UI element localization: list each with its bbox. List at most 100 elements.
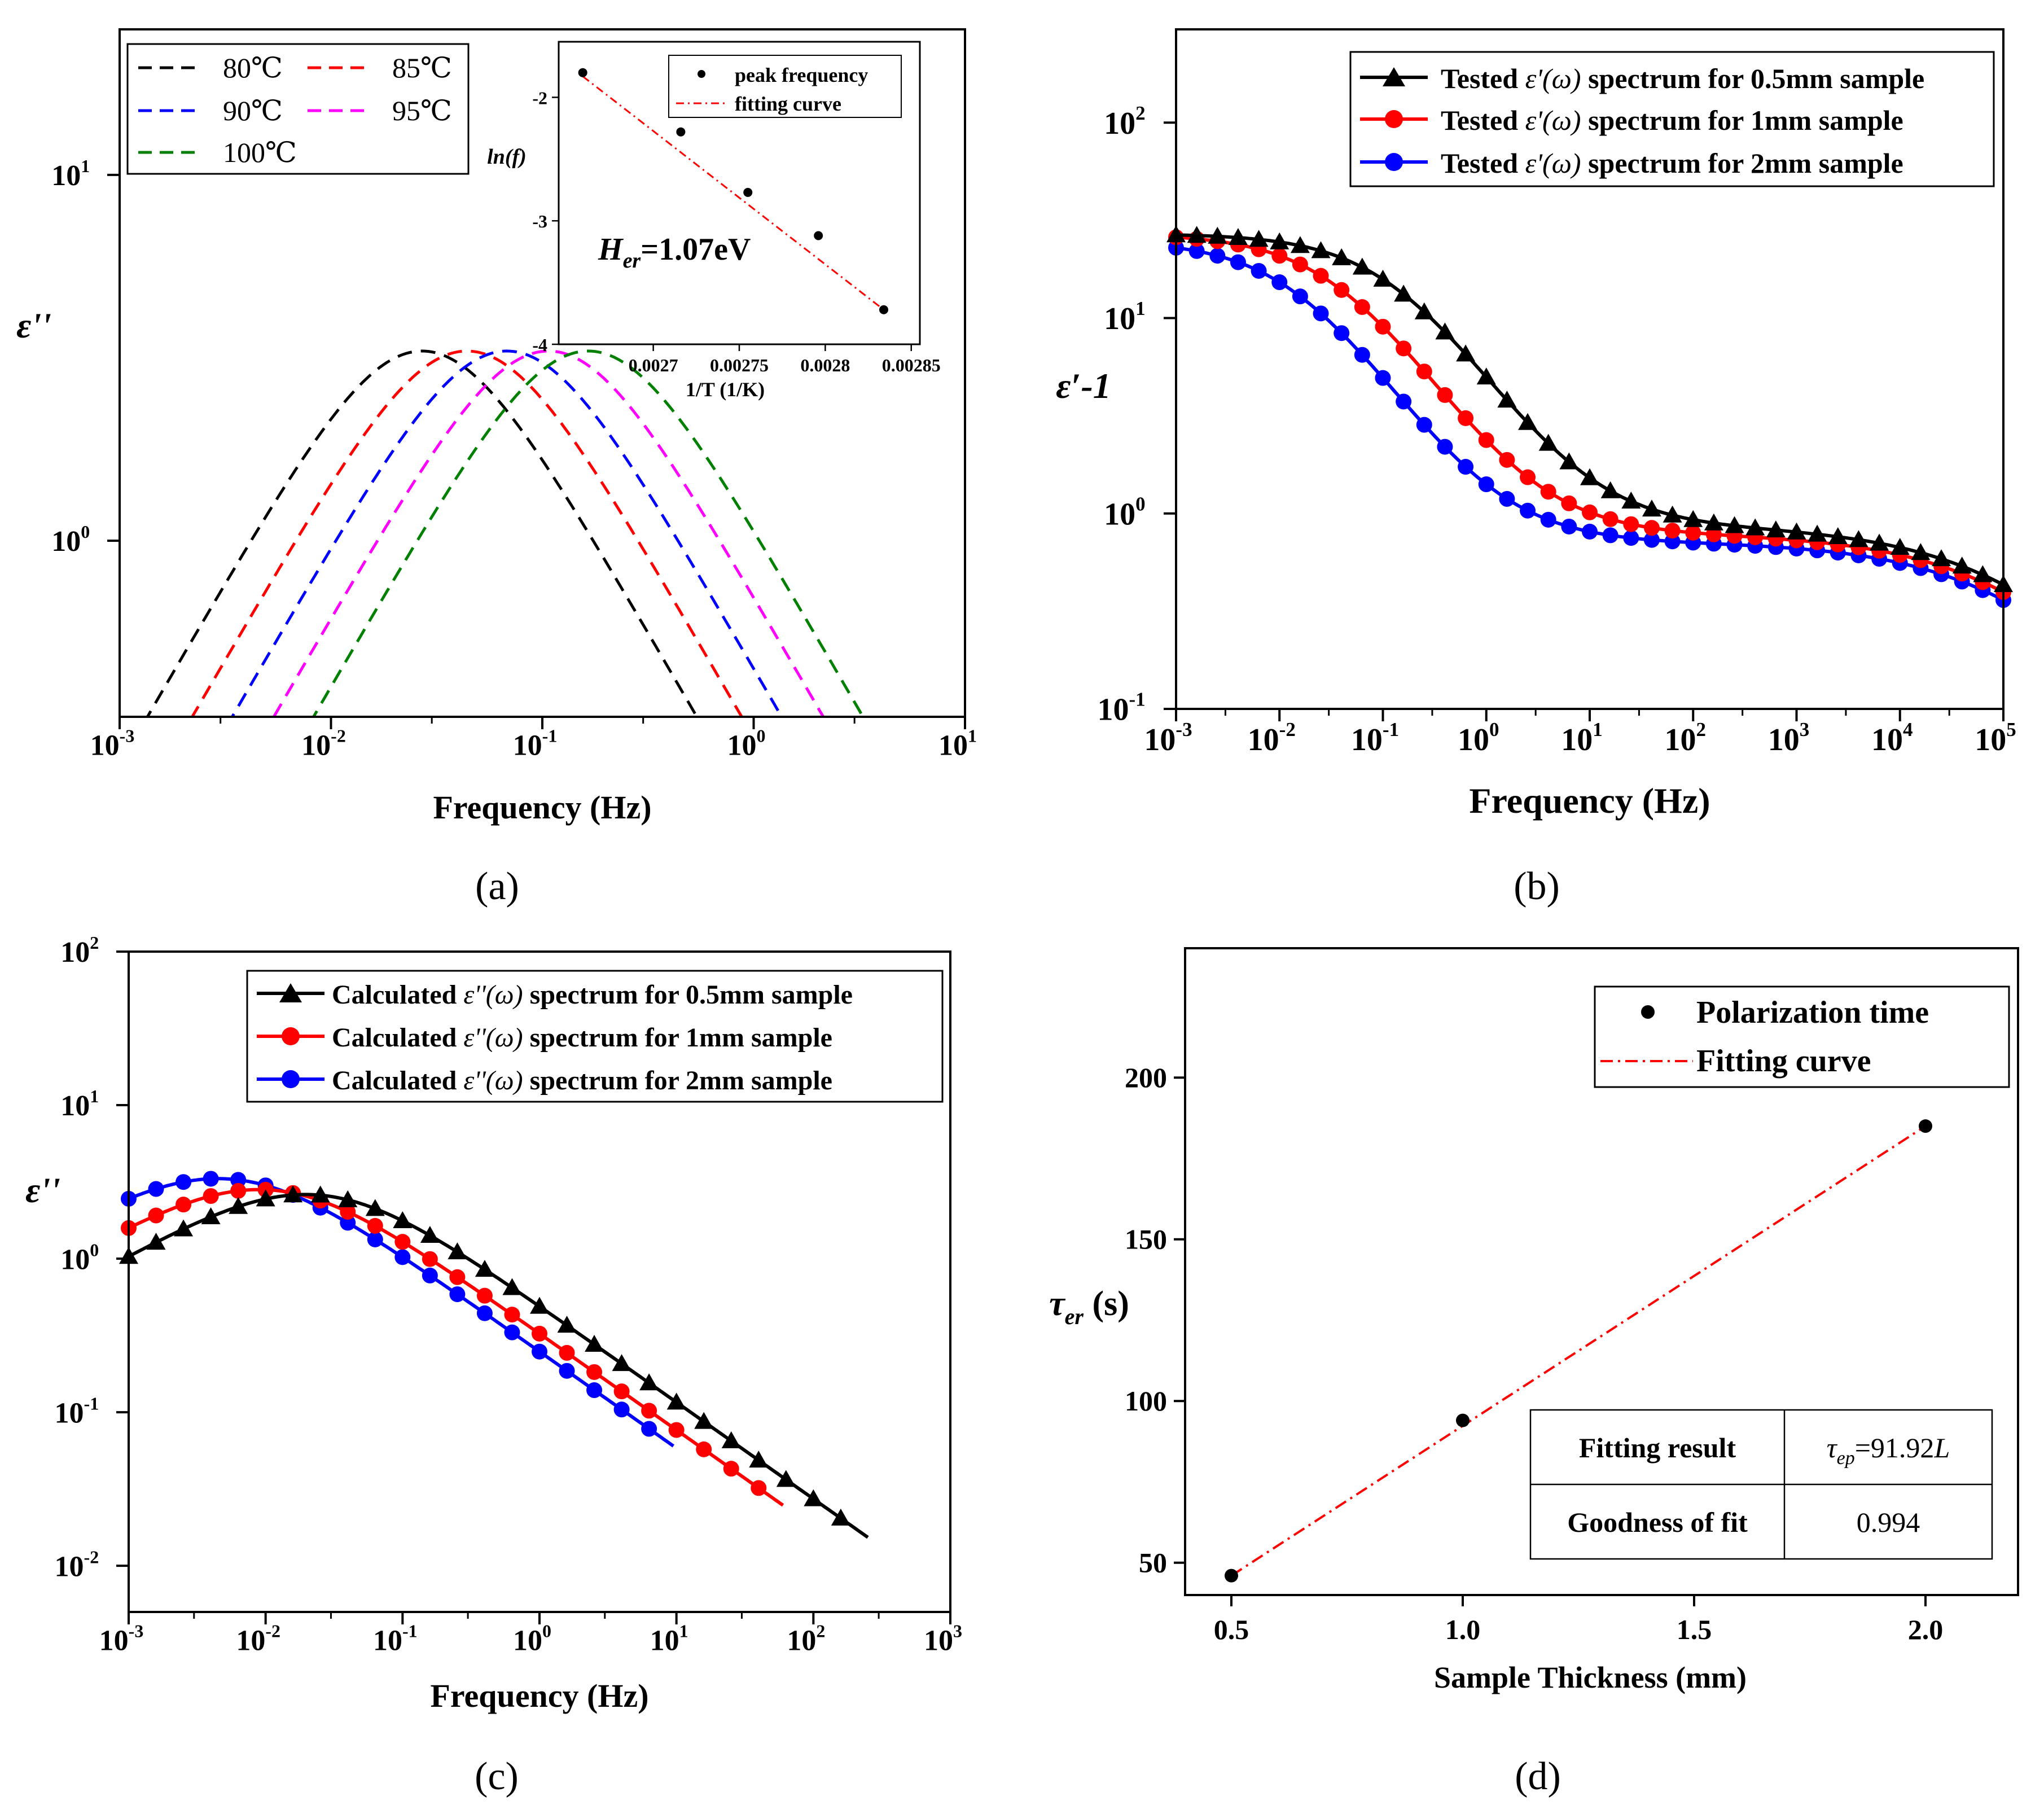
data-point-0.5mm [721,1431,741,1448]
inset-fit-line [582,76,884,310]
data-point-1mm [1354,299,1370,316]
x-tick-label: 101 [650,1621,688,1657]
data-point-2mm [641,1421,657,1437]
data-point-2mm [203,1171,219,1187]
data-point-2mm [532,1343,547,1360]
data-point-2mm [367,1231,383,1247]
x-tick-label: 104 [1871,719,1913,757]
data-point-1mm [1664,523,1681,539]
data-point-0.5mm [1600,481,1620,498]
panel-c-axes: 10-3 10-2 10-1 100 101 102 103 10-2 10-1 100 101 10… [55,932,962,1657]
data-point-0.5mm [1808,524,1827,542]
data-point-1mm [1396,340,1412,357]
data-point-0.5mm [475,1260,494,1277]
panel-a-ylabel: ε'' [16,305,51,345]
data-point-0.5mm [831,1508,850,1526]
svg-text:Tested ε'(ω) spectrum for 1mm: Tested ε'(ω) spectrum for 1mm sample [1441,104,1903,136]
x-tick-label: 103 [924,1621,962,1657]
panel-d-ylabel: τer (s) [1049,1285,1129,1329]
inset-frame [558,41,921,345]
data-point-1mm [340,1204,356,1220]
data-point-0.5mm [1249,230,1269,247]
inset-legend-fit: fitting curve [735,93,841,115]
fit-result-table: Fitting result τep=91.92L Goodness of fi… [1529,1409,1993,1560]
data-point-1mm [449,1269,466,1285]
panel-b-xlabel: Frequency (Hz) [1469,781,1710,821]
data-point-0.5mm [365,1199,385,1216]
data-point-0.5mm [448,1242,467,1260]
data-point-0.5mm [1476,367,1496,385]
data-point-0.5mm [1187,226,1207,243]
legend-label-fitting: Fitting curve [1696,1044,1871,1079]
panel-b-legend-box [1349,51,1995,187]
panel-c: 10-3 10-2 10-1 100 101 102 103 10-2 10-1 100 101 10… [25,932,962,1798]
panel-b-series [1166,225,2013,608]
data-point-1mm [203,1188,219,1204]
data-point-1mm [1292,256,1308,273]
y-tick-label: 101 [51,156,90,192]
data-point-2mm [1209,248,1226,264]
data-point-0.5mm [420,1226,440,1243]
data-point-0.5mm [612,1354,631,1372]
legend-item-b-2mm: Tested ε'(ω) spectrum for 2mm sample [1360,147,1903,179]
data-point-1mm [1540,484,1556,500]
x-tick-label: 10-3 [1144,719,1192,757]
inset-ylabel: ln(f) [487,145,527,169]
data-point-2mm [476,1305,493,1321]
inset-peak-point [578,68,587,77]
data-point-2mm [1271,274,1288,291]
data-point-0.5mm [1766,520,1786,538]
data-point-0.5mm [1663,505,1682,523]
data-point-0.5mm [1497,391,1517,408]
data-point-0.5mm [201,1207,221,1224]
data-point-1mm [1602,511,1618,527]
y-tick-label: 101 [60,1086,99,1122]
data-point-2mm [1520,502,1536,519]
data-point-1mm [1478,432,1494,448]
y-tick-label: 102 [1104,102,1146,141]
svg-text:95℃: 95℃ [392,95,452,126]
y-tick-label: 100 [60,1239,99,1276]
y-tick-label: 200 [1125,1062,1167,1093]
polarization-point [1456,1413,1470,1427]
series-line-80℃ [146,349,699,717]
data-point-0.5mm [1932,549,1951,567]
data-point-2mm [613,1401,630,1418]
data-point-2mm [1643,532,1660,548]
data-point-1mm [148,1207,164,1224]
panel-b-axes: 10-3 10-2 10-1 100 101 102 103 104 105 10-1 100 101… [1097,102,2016,757]
inset-peak-point [676,127,686,137]
data-point-2mm [340,1215,356,1231]
data-point-1mm [1561,495,1577,511]
data-point-0.5mm [1208,226,1227,244]
data-point-0.5mm [1352,257,1372,275]
panel-b-caption: (b) [1514,865,1560,908]
legend-item-85: 85℃ [308,52,452,84]
data-point-0.5mm [557,1316,577,1333]
legend-item-c-2mm: Calculated ε''(ω) spectrum for 2mm sampl… [257,1066,832,1096]
x-tick-label: 10-1 [513,726,558,762]
x-tick-label: 10-2 [1248,719,1296,757]
data-point-0.5mm [1332,248,1352,265]
data-point-2mm [1582,523,1598,540]
data-point-1mm [504,1307,520,1323]
data-point-0.5mm [338,1190,358,1207]
data-point-1mm [1623,516,1639,532]
data-point-0.5mm [1621,492,1641,509]
data-point-2mm [1437,439,1453,455]
data-point-2mm [559,1362,575,1379]
inset-peak-point [743,187,753,197]
panel-a-legend: 80℃ 85℃ 90℃ 95℃ 100℃ [126,43,470,175]
data-point-0.5mm [310,1185,330,1203]
data-point-0.5mm [1518,413,1538,430]
data-point-2mm [1416,417,1432,433]
data-point-1mm [613,1383,630,1400]
y-tick-label: 50 [1139,1547,1167,1579]
inset-legend-peak: peak frequency [735,64,868,86]
panel-d-legend-box [1594,985,2010,1088]
data-point-1mm [1458,410,1474,426]
data-point-0.5mm [585,1335,604,1352]
x-tick-label: 103 [1768,719,1810,757]
x-tick-label: 1.5 [1677,1614,1712,1645]
data-point-1mm [1313,268,1329,284]
